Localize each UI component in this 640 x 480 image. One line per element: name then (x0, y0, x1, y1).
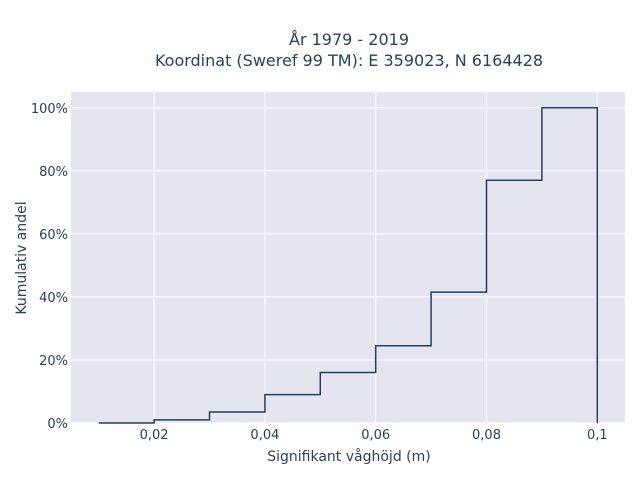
x-tick-label: 0,06 (361, 428, 390, 443)
chart-title-line-2: Koordinat (Sweref 99 TM): E 359023, N 61… (155, 51, 543, 70)
x-tick-label: 0,04 (250, 428, 279, 443)
x-axis-ticks: 0,02 0,04 0,06 0,08 0,1 (140, 428, 608, 443)
x-tick-label: 0,1 (587, 428, 608, 443)
y-tick-label: 80% (39, 165, 68, 180)
y-tick-label: 40% (39, 291, 68, 306)
series (98, 107, 599, 424)
x-axis-label: Signifikant våghöjd (m) (267, 448, 430, 465)
chart-title-line-1: År 1979 - 2019 (289, 30, 409, 49)
y-tick-label: 100% (31, 102, 68, 117)
cumulative-step-line (98, 107, 599, 424)
x-tick-label: 0,08 (472, 428, 501, 443)
y-axis-ticks: 0% 20% 40% 60% 80% 100% (31, 102, 68, 432)
y-tick-label: 20% (39, 354, 68, 369)
y-tick-label: 0% (47, 417, 68, 432)
y-tick-label: 60% (39, 228, 68, 243)
x-tick-label: 0,02 (140, 428, 169, 443)
y-axis-label: Kumulativ andel (14, 201, 30, 314)
plot-area (71, 92, 625, 423)
grid (71, 92, 625, 424)
